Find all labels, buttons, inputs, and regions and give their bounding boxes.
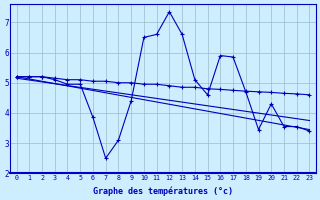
X-axis label: Graphe des températures (°c): Graphe des températures (°c) bbox=[93, 186, 233, 196]
